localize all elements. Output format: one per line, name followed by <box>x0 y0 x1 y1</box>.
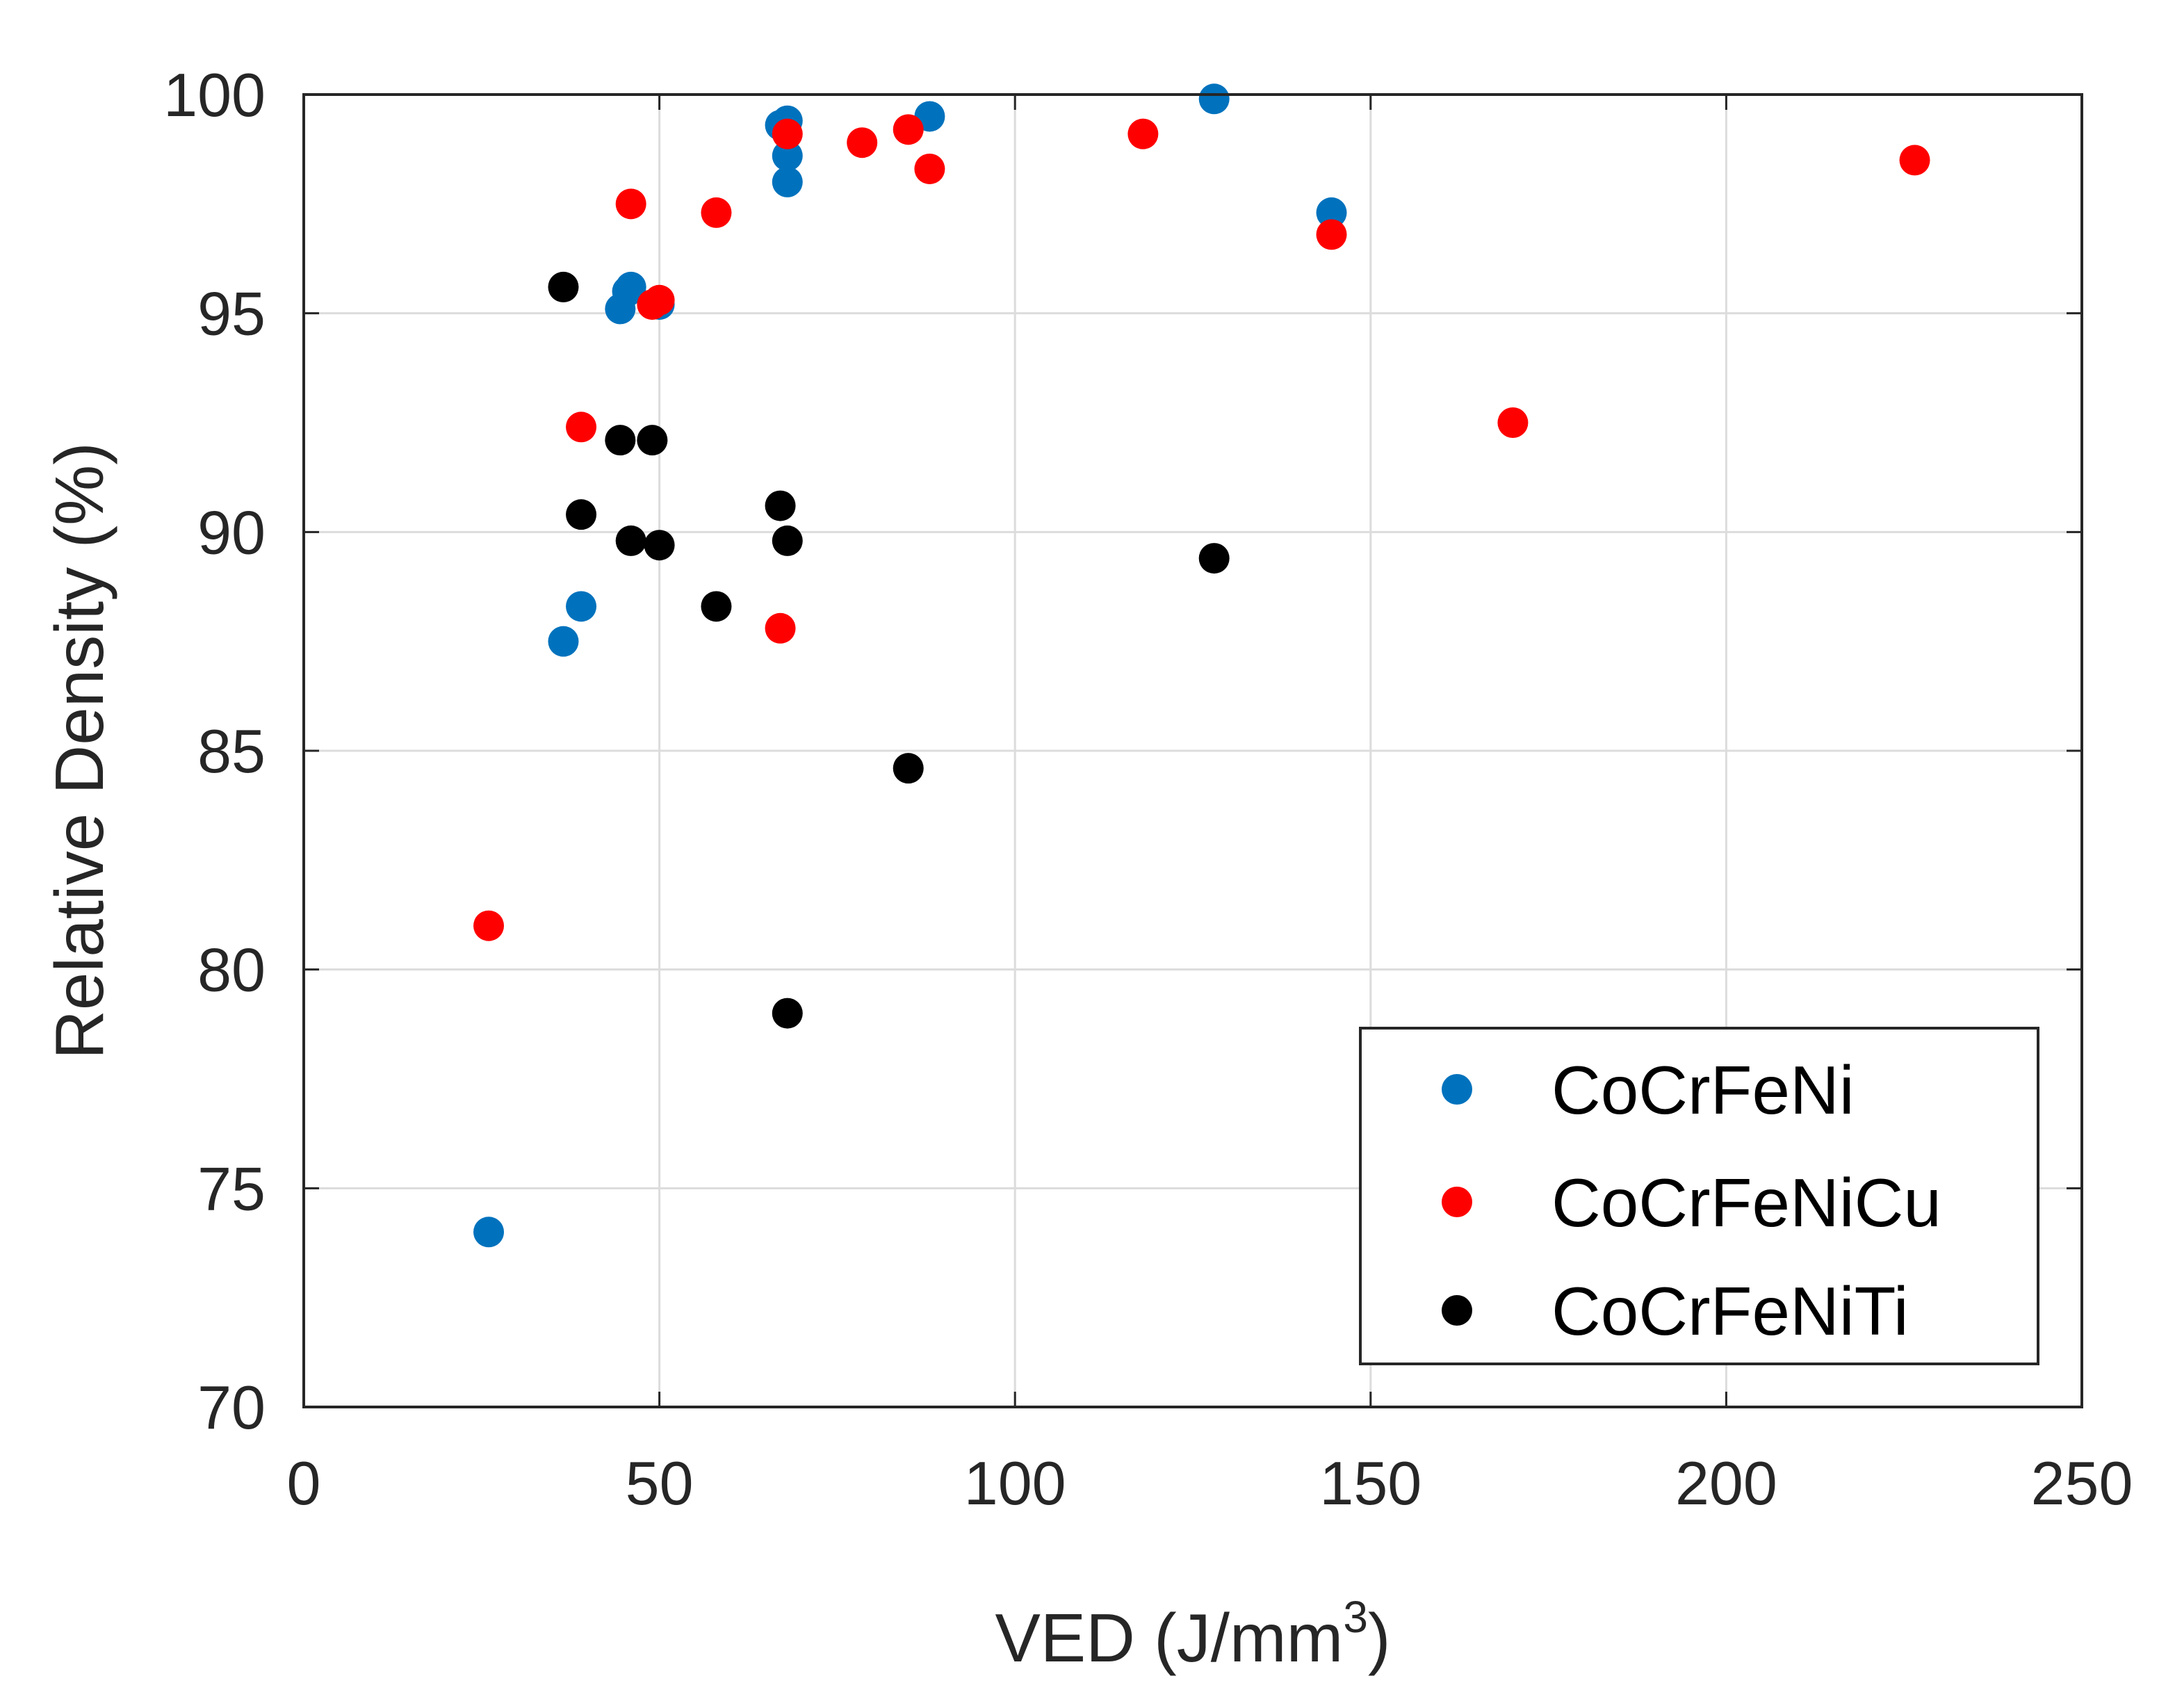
axis-ticks <box>302 93 2083 1408</box>
legend-label-cocrfeniti: CoCrFeNiTi <box>1551 1273 1909 1349</box>
y-tick-label: 80 <box>197 936 266 1005</box>
point-cocrfenicu <box>1497 407 1529 438</box>
point-cocrfeniti <box>765 490 796 521</box>
point-cocrfenicu <box>1127 118 1159 149</box>
point-cocrfeni <box>548 626 579 657</box>
x-tick-label: 0 <box>287 1449 321 1518</box>
point-cocrfeni <box>772 140 803 172</box>
y-tick-label: 75 <box>197 1154 266 1223</box>
x-tick-label: 200 <box>1675 1449 1777 1518</box>
point-cocrfenicu <box>644 284 675 316</box>
point-cocrfenicu <box>847 127 878 158</box>
point-cocrfeniti <box>1198 543 1230 574</box>
x-tick-label: 150 <box>1319 1449 1422 1518</box>
y-tick-label: 100 <box>163 60 266 129</box>
point-cocrfeniti <box>548 271 579 302</box>
point-cocrfeniti <box>637 425 668 456</box>
point-cocrfeni <box>1316 197 1347 228</box>
point-cocrfenicu <box>615 188 646 220</box>
point-cocrfenicu <box>772 118 803 149</box>
point-cocrfeniti <box>644 530 675 561</box>
legend-label-cocrfeni: CoCrFeNi <box>1551 1052 1855 1128</box>
legend: CoCrFeNi CoCrFeNiCu CoCrFeNiTi <box>1359 1027 2039 1365</box>
point-cocrfenicu <box>1899 145 1930 176</box>
x-tick-label: 100 <box>964 1449 1066 1518</box>
point-cocrfeni <box>473 1217 505 1248</box>
y-tick-label: 95 <box>197 279 266 348</box>
legend-marker-cocrfeniti <box>1442 1295 1472 1326</box>
point-cocrfeniti <box>615 525 646 556</box>
point-cocrfeniti <box>701 591 732 622</box>
x-axis-title-superscript: 3 <box>1343 1592 1368 1642</box>
x-tick-label: 50 <box>626 1449 694 1518</box>
point-cocrfeniti <box>605 425 636 456</box>
x-axis-title-end: ) <box>1368 1600 1391 1676</box>
x-axis-title: VED (J/mm3) <box>995 1592 1390 1676</box>
point-cocrfeni <box>1198 83 1230 115</box>
data-points <box>473 83 1930 1248</box>
point-cocrfeni <box>772 166 803 197</box>
point-cocrfenicu <box>566 412 597 443</box>
point-cocrfeniti <box>893 753 924 784</box>
y-tick-label: 70 <box>197 1373 266 1442</box>
point-cocrfeniti <box>772 525 803 556</box>
y-tick-label: 85 <box>197 717 266 786</box>
x-tick-label: 250 <box>2031 1449 2133 1518</box>
point-cocrfenicu <box>701 197 732 228</box>
point-cocrfeni <box>615 271 646 302</box>
legend-box <box>1359 1027 2039 1365</box>
point-cocrfenicu <box>1316 219 1347 250</box>
x-axis-title-main: VED (J/mm <box>995 1600 1343 1676</box>
legend-marker-cocrfeni <box>1442 1074 1472 1105</box>
y-tick-label: 90 <box>197 498 266 567</box>
axis-tick-labels: 0 50 100 150 200 250 70 75 80 85 90 95 100 <box>163 60 2133 1518</box>
legend-label-cocrfenicu: CoCrFeNiCu <box>1551 1164 1941 1241</box>
point-cocrfeni <box>566 591 597 622</box>
legend-marker-cocrfenicu <box>1442 1187 1472 1217</box>
point-cocrfenicu <box>765 612 796 644</box>
point-cocrfenicu <box>473 910 505 941</box>
point-cocrfeniti <box>772 998 803 1029</box>
y-axis-title: Relative Density (%) <box>41 442 117 1059</box>
point-cocrfeniti <box>566 499 597 530</box>
point-cocrfenicu <box>914 153 945 184</box>
point-cocrfenicu <box>893 114 924 145</box>
